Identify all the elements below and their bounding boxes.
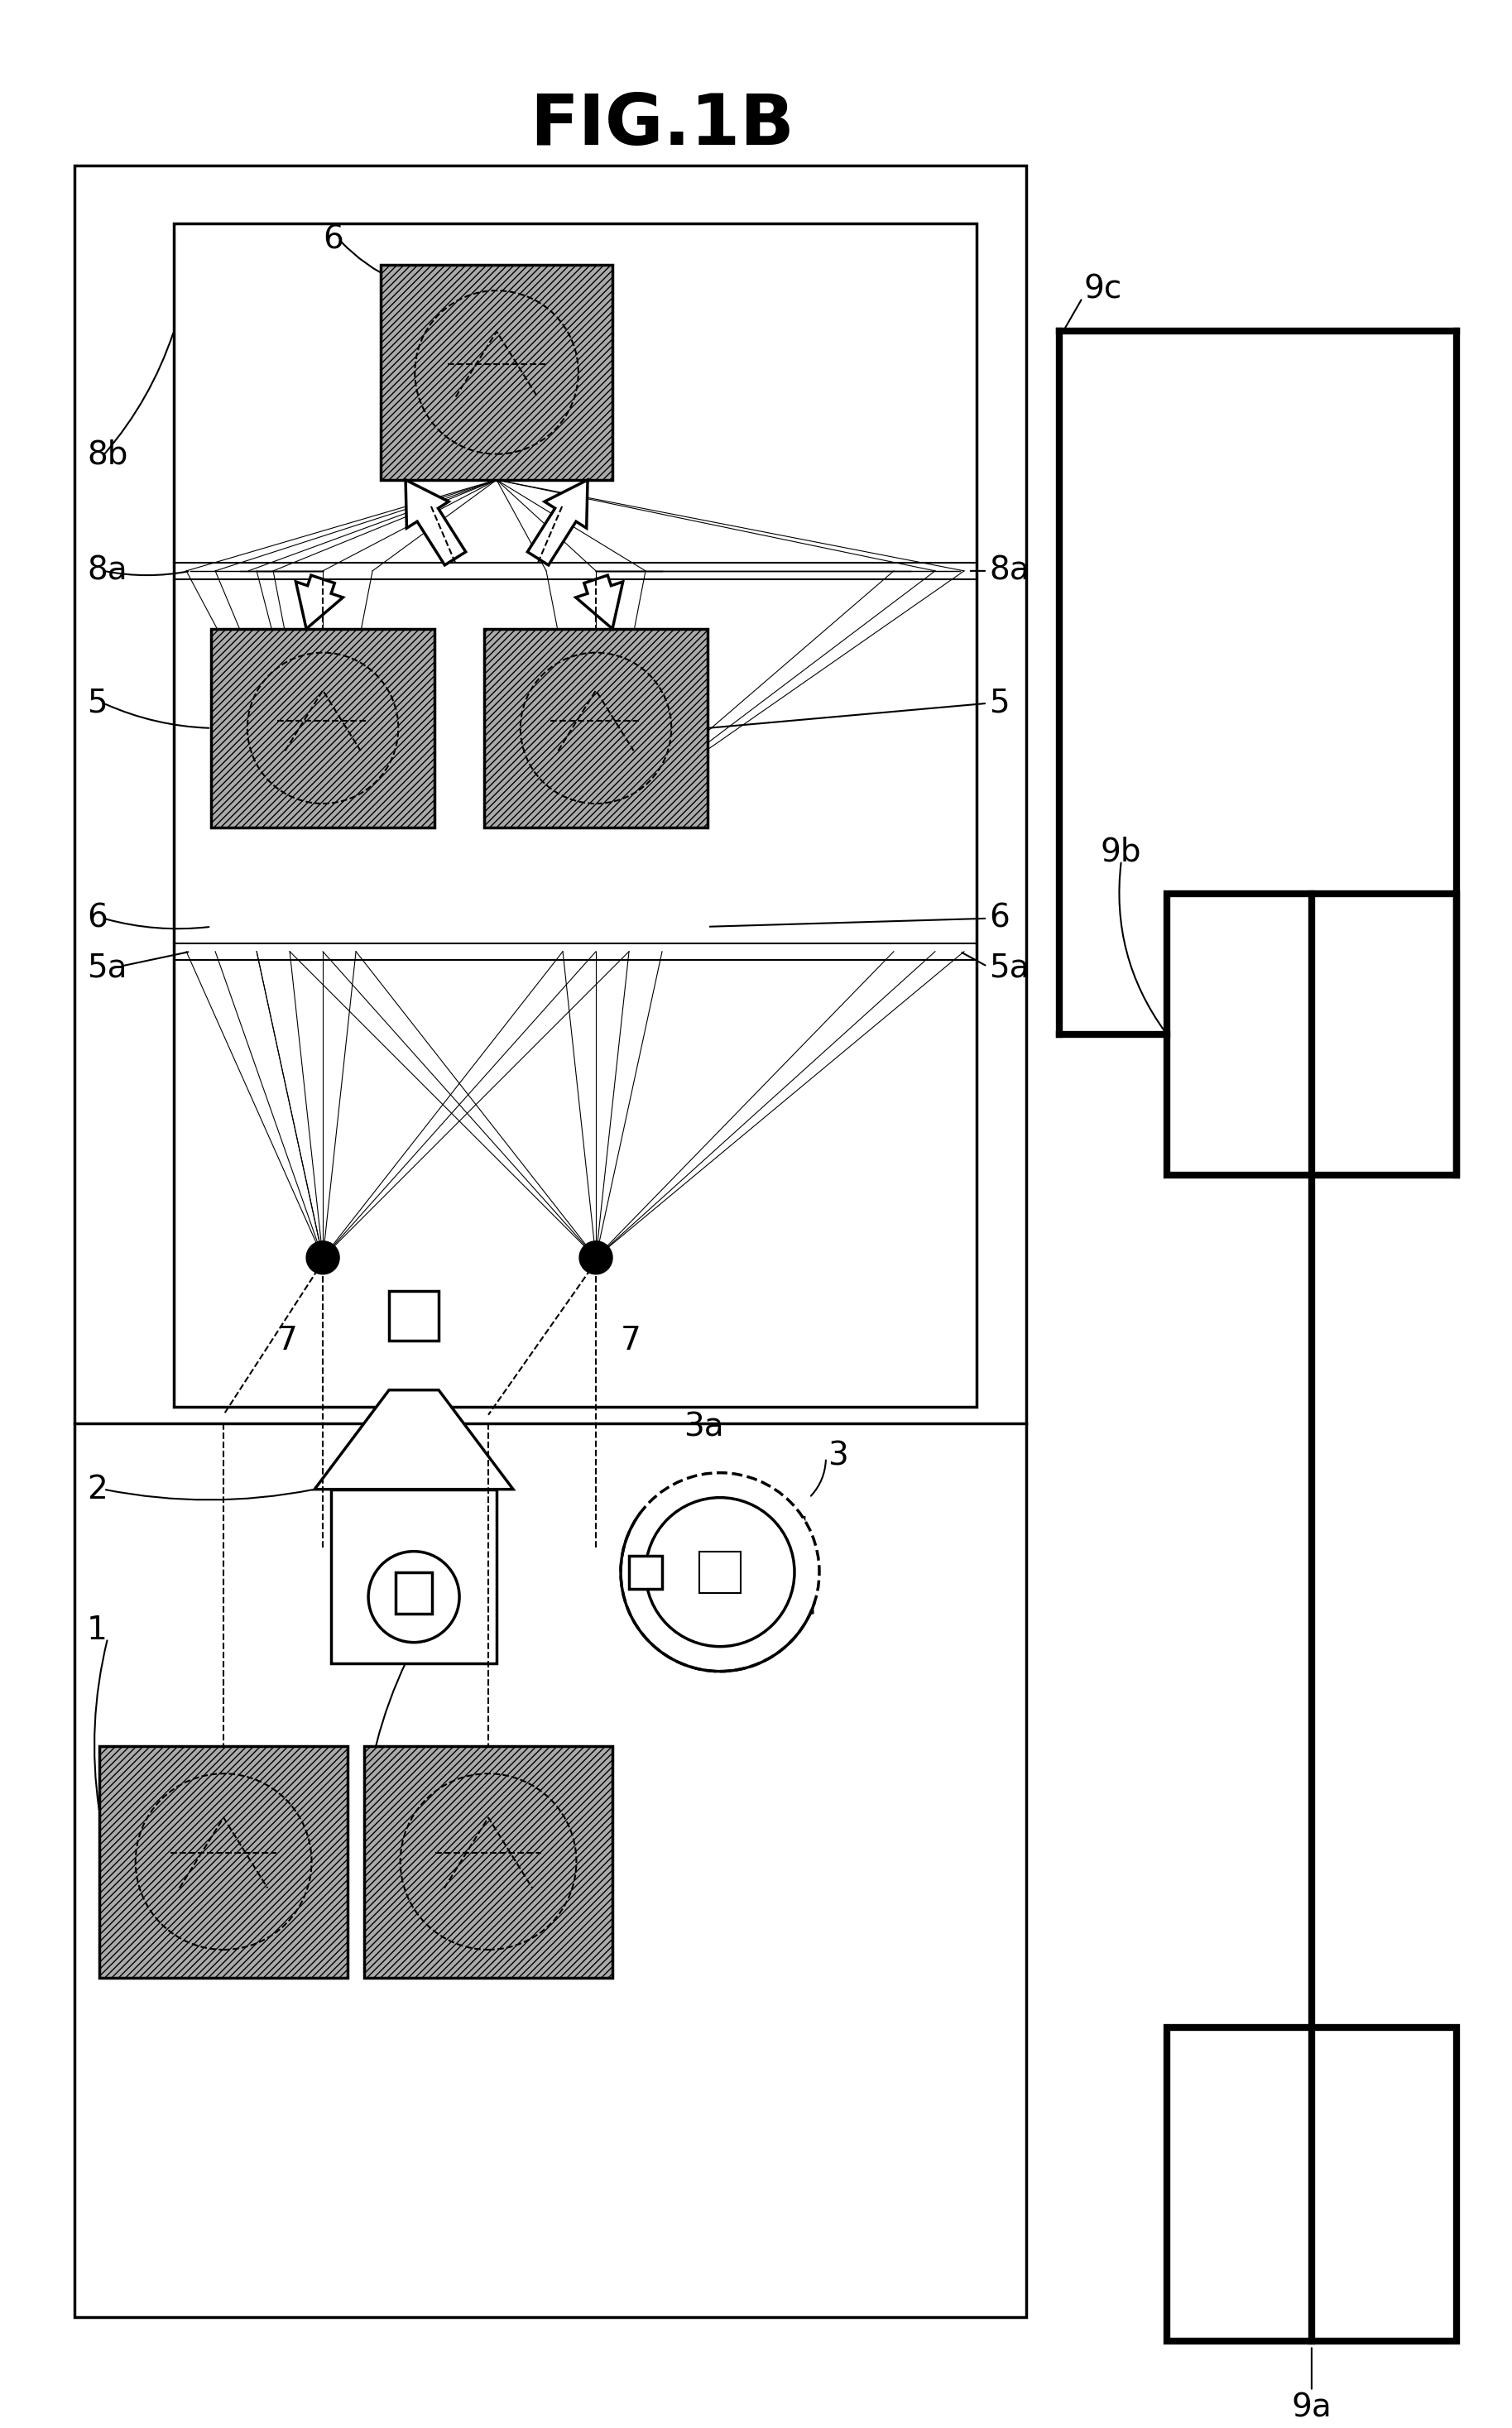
Text: 2: 2	[88, 1474, 107, 1505]
Circle shape	[369, 1551, 460, 1641]
Polygon shape	[576, 575, 623, 629]
Bar	[100, 1746, 348, 1976]
Polygon shape	[528, 481, 588, 566]
Text: 5: 5	[989, 687, 1010, 719]
Text: 9a: 9a	[1291, 2392, 1332, 2423]
Bar	[629, 1556, 662, 1588]
Text: FIG.1B: FIG.1B	[529, 90, 794, 160]
Bar	[74, 165, 1027, 2316]
Bar	[389, 1292, 438, 1340]
Text: 6: 6	[88, 903, 107, 935]
Text: 6: 6	[324, 223, 343, 255]
Text: 8b: 8b	[88, 439, 129, 471]
Text: 5: 5	[88, 687, 107, 719]
Circle shape	[621, 1474, 820, 1670]
Text: 24: 24	[770, 1573, 810, 1605]
Circle shape	[646, 1498, 794, 1646]
Polygon shape	[314, 1389, 513, 1488]
Text: 8a: 8a	[989, 556, 1030, 588]
Bar	[700, 1551, 741, 1593]
Text: 7: 7	[621, 1326, 641, 1357]
Bar	[381, 265, 612, 481]
Text: 1: 1	[88, 1615, 107, 1646]
Polygon shape	[405, 481, 466, 566]
Bar	[212, 629, 434, 828]
Polygon shape	[296, 575, 343, 629]
Text: 24: 24	[770, 1515, 810, 1547]
Circle shape	[307, 1241, 339, 1275]
Text: 3: 3	[827, 1440, 848, 1471]
Text: 9b: 9b	[1101, 838, 1142, 867]
Text: 6: 6	[989, 903, 1010, 935]
Text: 5a: 5a	[88, 952, 127, 983]
Bar	[174, 223, 977, 1406]
Bar	[484, 629, 708, 828]
Text: 8a: 8a	[88, 556, 127, 588]
Text: 3a: 3a	[683, 1411, 724, 1442]
Bar	[396, 1571, 432, 1615]
Bar	[331, 1488, 496, 1663]
Text: 9c: 9c	[1084, 274, 1122, 306]
Text: 7: 7	[277, 1326, 298, 1357]
Bar	[364, 1746, 612, 1976]
Circle shape	[579, 1241, 612, 1275]
Text: 5a: 5a	[989, 952, 1030, 983]
Bar	[1167, 2027, 1456, 2341]
Bar	[1167, 894, 1456, 1175]
Text: 1: 1	[405, 1615, 426, 1646]
